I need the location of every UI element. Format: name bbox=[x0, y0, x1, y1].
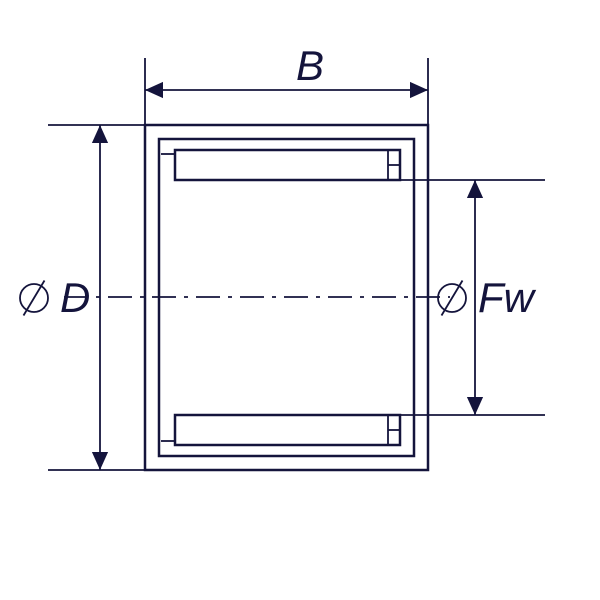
svg-text:Fw: Fw bbox=[478, 274, 537, 321]
svg-text:B: B bbox=[296, 42, 324, 89]
svg-text:D: D bbox=[60, 274, 90, 321]
